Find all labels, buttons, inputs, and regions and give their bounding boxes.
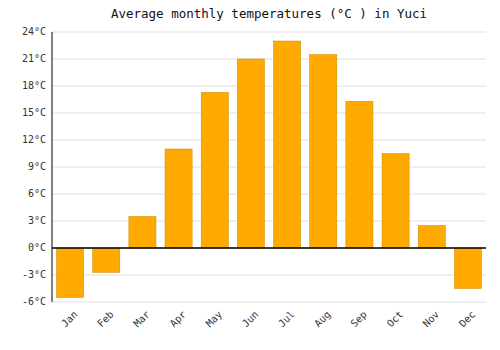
x-tick-label: Mar bbox=[131, 309, 152, 330]
y-tick-label: -3°C bbox=[22, 269, 46, 280]
grid bbox=[52, 32, 486, 302]
x-tick-label: Aug bbox=[312, 309, 333, 330]
grid-line bbox=[52, 59, 486, 60]
x-tick-label: Dec bbox=[457, 309, 478, 330]
bar bbox=[454, 248, 481, 289]
y-tick-label: 18°C bbox=[22, 80, 46, 91]
y-tick-label: 0°C bbox=[28, 242, 46, 253]
y-tick-label: 6°C bbox=[28, 188, 46, 199]
page: {"chart_data": {"type": "bar", "title": … bbox=[0, 0, 500, 350]
bar bbox=[201, 92, 228, 248]
chart-container: -6°C -3°C 0°C 3°C 6°C 9°C 12°C 15°C 18°C 21°C 24°C… bbox=[0, 0, 500, 350]
x-tick-label: Jun bbox=[240, 309, 261, 330]
bar bbox=[237, 59, 264, 248]
bar bbox=[165, 149, 192, 248]
bar bbox=[93, 248, 120, 272]
y-tick-label: 21°C bbox=[22, 53, 46, 64]
bar bbox=[57, 248, 84, 298]
y-tick-label: 12°C bbox=[22, 134, 46, 145]
y-tick-label: 15°C bbox=[22, 107, 46, 118]
x-axis: Jan Feb Mar Apr May Jun Jul Aug Sep Oct Nov Dec bbox=[59, 309, 477, 330]
grid-line bbox=[52, 275, 486, 276]
grid-line bbox=[52, 248, 486, 249]
bar bbox=[274, 41, 301, 248]
x-tick-label: Sep bbox=[348, 309, 369, 330]
zero-line bbox=[52, 247, 486, 249]
grid-line bbox=[52, 113, 486, 114]
grid-line bbox=[52, 167, 486, 168]
grid-line bbox=[52, 140, 486, 141]
x-tick-label: Apr bbox=[168, 309, 189, 330]
chart: -6°C -3°C 0°C 3°C 6°C 9°C 12°C 15°C 18°C 21°C 24°C… bbox=[0, 0, 500, 350]
x-tick-label: Feb bbox=[95, 309, 116, 330]
bar bbox=[310, 55, 337, 249]
y-tick-label: 9°C bbox=[28, 161, 46, 172]
y-axis-line bbox=[52, 32, 53, 302]
bars bbox=[57, 41, 482, 298]
grid-line bbox=[52, 221, 486, 222]
x-tick-label: Jul bbox=[276, 309, 297, 330]
y-tick-label: 3°C bbox=[28, 215, 46, 226]
bar bbox=[382, 154, 409, 249]
x-tick-label: May bbox=[204, 309, 225, 330]
title: Average monthly temperatures (°C ) in Yu… bbox=[111, 6, 427, 21]
grid-line bbox=[52, 32, 486, 33]
grid-line bbox=[52, 194, 486, 195]
grid-line bbox=[52, 86, 486, 87]
grid-line bbox=[52, 302, 486, 303]
x-tick-label: Nov bbox=[421, 309, 442, 330]
x-tick-label: Oct bbox=[385, 309, 406, 330]
y-tick-label: 24°C bbox=[22, 26, 46, 37]
x-tick-label: Jan bbox=[59, 309, 80, 330]
y-axis: -6°C -3°C 0°C 3°C 6°C 9°C 12°C 15°C 18°C 21°C 24°C bbox=[22, 26, 52, 307]
bar bbox=[418, 226, 445, 249]
y-tick-label: -6°C bbox=[22, 296, 46, 307]
bar bbox=[346, 101, 373, 248]
bar bbox=[129, 217, 156, 249]
